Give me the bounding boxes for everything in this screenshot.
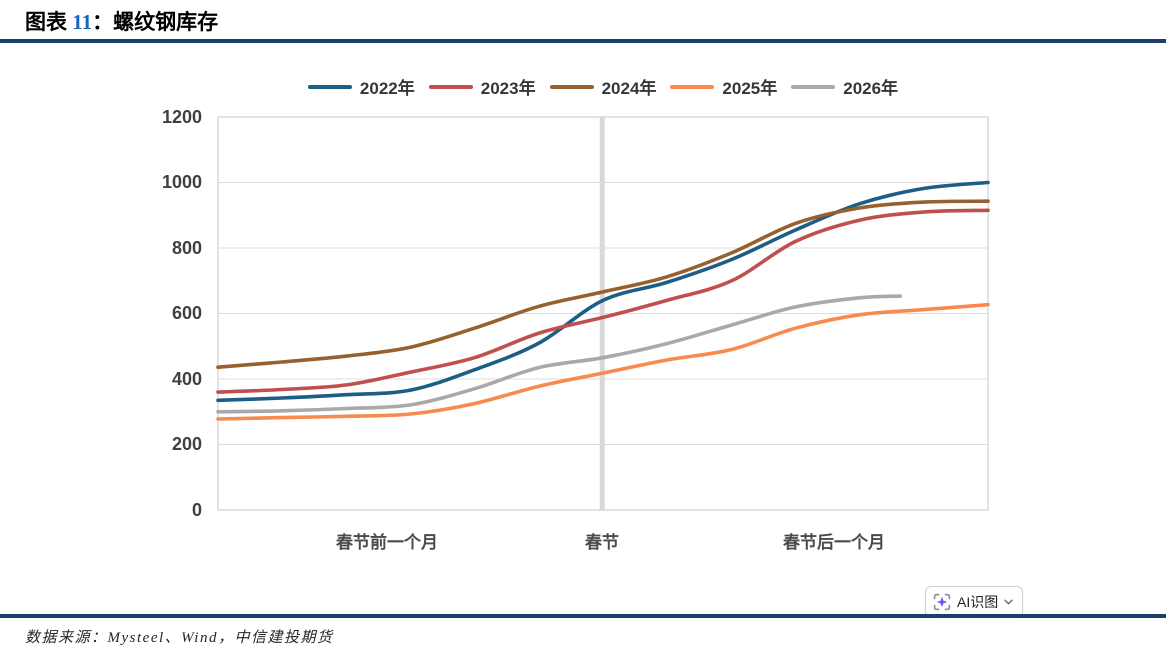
figure-label: 图表 — [25, 10, 67, 34]
y-tick-label: 1200 — [161, 107, 202, 127]
legend-swatch-2022 — [307, 84, 352, 89]
y-tick-label: 800 — [171, 238, 202, 258]
ai-scan-sparkle-icon — [933, 593, 951, 611]
legend-item-2022: 2022年 — [307, 74, 415, 99]
figure-colon: ： — [92, 10, 114, 34]
y-tick-label: 1000 — [161, 172, 202, 192]
legend-item-2025: 2025年 — [670, 74, 777, 99]
legend-swatch-2026 — [791, 84, 836, 89]
plot-border — [217, 116, 989, 511]
ai-recognize-button[interactable]: AI识图 — [925, 586, 1024, 617]
legend-item-2026: 2026年 — [791, 74, 898, 99]
chevron-down-icon — [1004, 599, 1013, 605]
page-title: 图表 11：螺纹钢库存 — [25, 6, 218, 36]
title-divider — [0, 39, 1166, 43]
legend-label: 2022年 — [359, 79, 415, 98]
series-line-2023年 — [216, 208, 990, 394]
legend-label: 2025年 — [722, 79, 778, 98]
data-source-note: 数据来源：Mysteel、Wind，中信建投期货 — [25, 630, 334, 646]
figure-number: 11 — [72, 10, 93, 34]
chart-legend: 2022年 2023年 2024年 2025年 2026年 — [198, 74, 1008, 99]
figure-name: 螺纹钢库存 — [113, 10, 219, 34]
series-line-2022年 — [216, 180, 990, 403]
legend-swatch-2024 — [549, 84, 594, 89]
y-tick-label: 400 — [171, 369, 202, 389]
series-line-2026年 — [216, 294, 902, 414]
y-tick-label: 200 — [171, 434, 202, 454]
ai-button-label: AI识图 — [957, 593, 999, 610]
series-line-2024年 — [216, 199, 990, 369]
legend-label: 2023年 — [480, 79, 536, 98]
y-tick-label: 0 — [191, 500, 202, 520]
x-tick-label-pre-festival: 春节前一个月 — [336, 533, 438, 552]
x-tick-label-festival: 春节 — [585, 533, 619, 552]
legend-label: 2026年 — [843, 79, 899, 98]
legend-swatch-2023 — [428, 84, 473, 89]
legend-item-2024: 2024年 — [549, 74, 657, 99]
legend-swatch-2025 — [670, 84, 715, 89]
series-line-2025年 — [216, 302, 990, 421]
y-tick-label: 600 — [171, 303, 202, 323]
footer-divider — [0, 614, 1166, 618]
legend-label: 2024年 — [601, 79, 657, 98]
legend-item-2023: 2023年 — [428, 74, 536, 99]
x-tick-label-post-festival: 春节后一个月 — [783, 533, 885, 552]
